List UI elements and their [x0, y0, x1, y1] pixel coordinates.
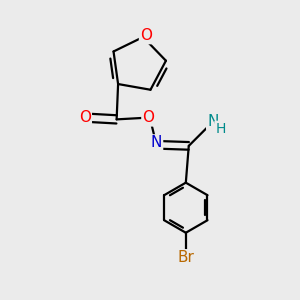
Text: O: O — [79, 110, 91, 125]
Text: O: O — [140, 28, 152, 43]
Text: N: N — [151, 135, 162, 150]
Text: O: O — [142, 110, 154, 125]
Text: H: H — [215, 122, 226, 136]
Text: N: N — [207, 114, 219, 129]
Text: Br: Br — [177, 250, 194, 265]
